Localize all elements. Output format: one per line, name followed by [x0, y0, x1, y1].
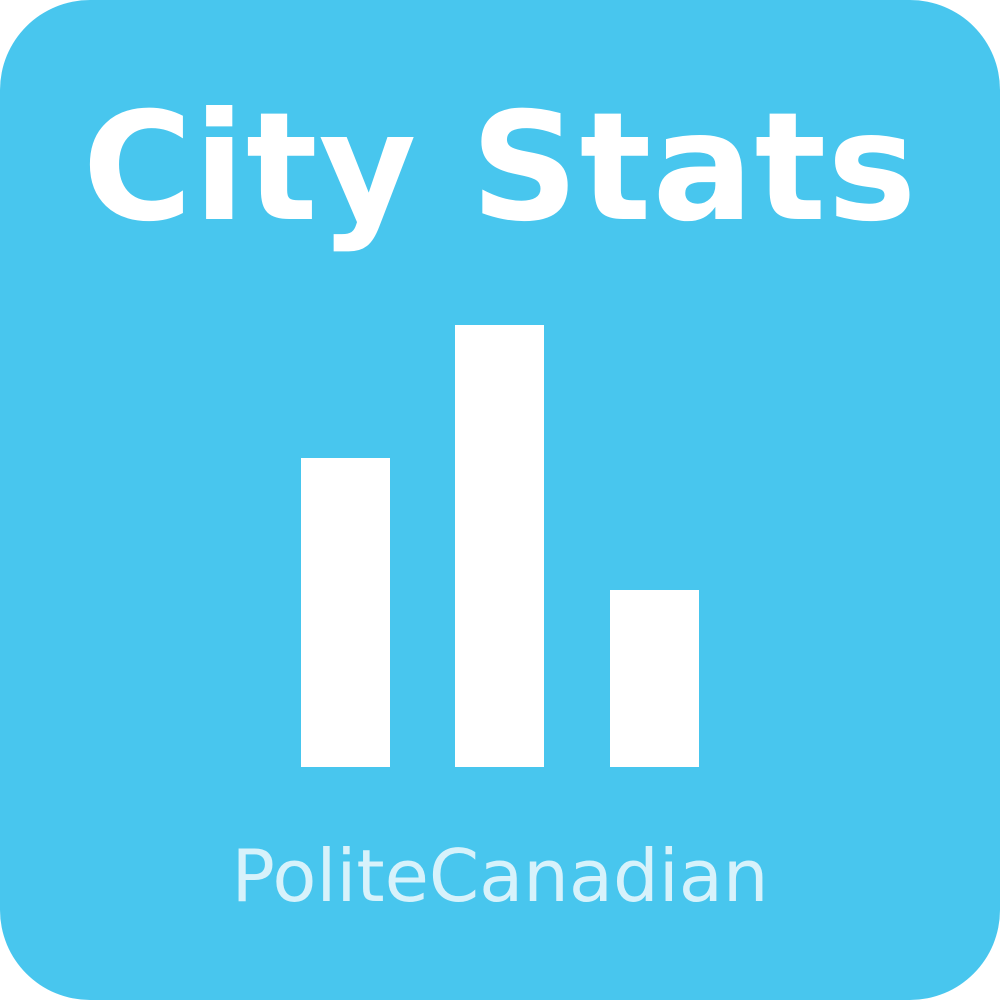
logo-bar-1: [301, 458, 390, 767]
app-author: PoliteCanadian: [231, 834, 769, 918]
logo-bar-2: [455, 325, 544, 767]
app-title: City Stats: [82, 81, 918, 255]
logo-bar-3: [610, 590, 699, 767]
bars-group: [301, 325, 699, 767]
